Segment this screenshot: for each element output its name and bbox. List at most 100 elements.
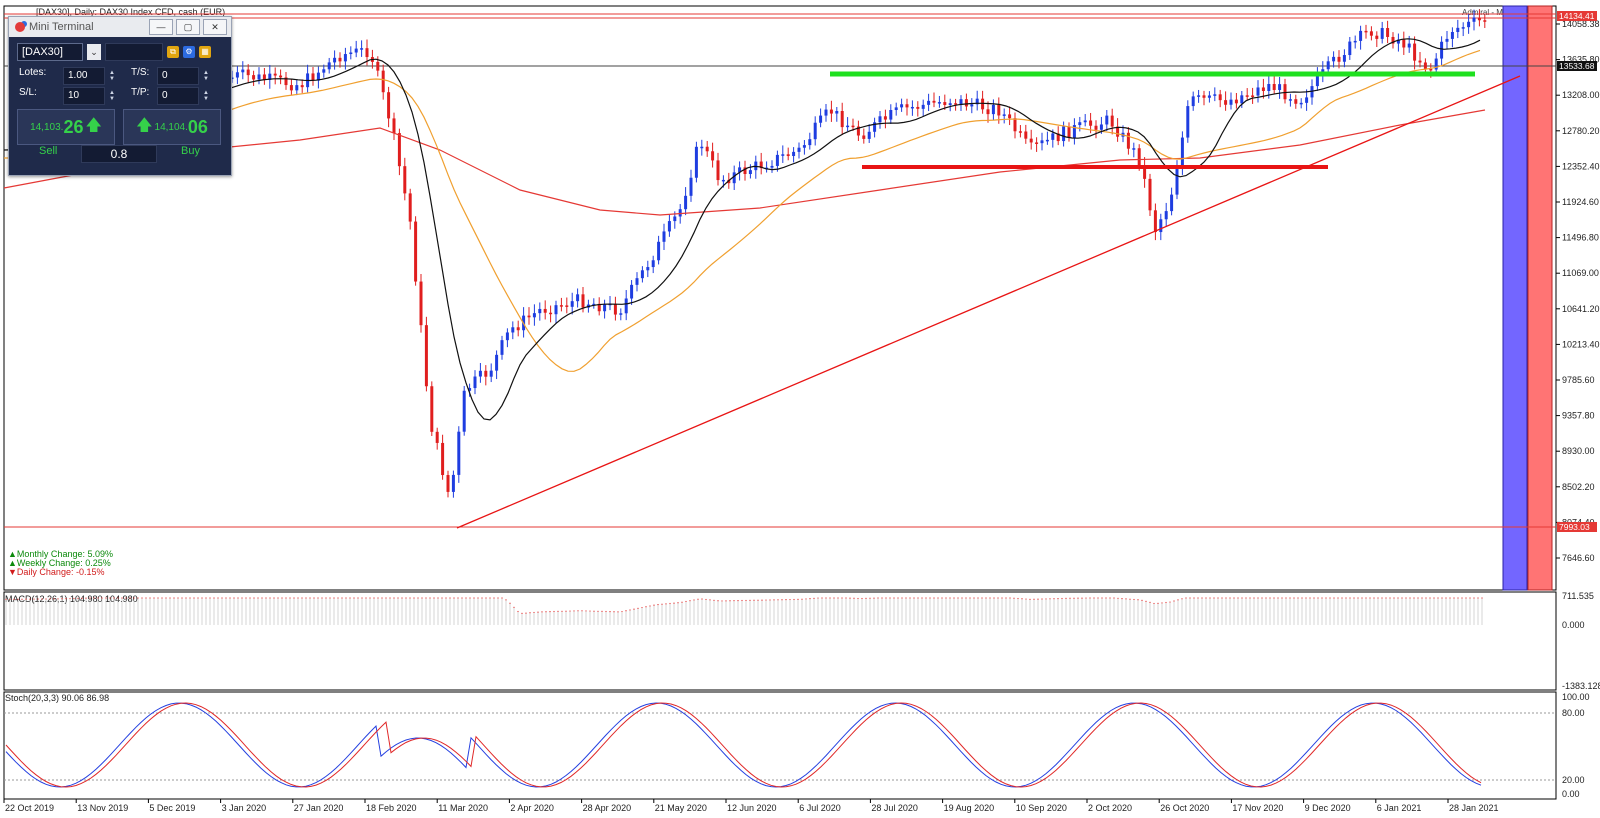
minimize-icon[interactable]: — xyxy=(149,19,173,35)
macd-signal-dot xyxy=(141,597,143,599)
candle-body xyxy=(360,48,364,50)
macd-signal-dot xyxy=(1053,598,1055,600)
macd-signal-dot xyxy=(749,599,751,601)
candle-body xyxy=(403,166,407,194)
macd-signal-dot xyxy=(813,597,815,599)
macd-signal-dot xyxy=(1317,597,1319,599)
macd-signal-dot xyxy=(257,597,259,599)
macd-signal-dot xyxy=(345,597,347,599)
maximize-icon[interactable]: ▢ xyxy=(176,19,200,35)
macd-signal-dot xyxy=(445,597,447,599)
candle-body xyxy=(835,111,839,114)
candle-body xyxy=(1051,133,1055,140)
candle-body xyxy=(937,102,941,104)
lots-spinner-icon[interactable]: ▲ ▼ xyxy=(109,70,115,82)
stoch-axis: 100.00 80.00 20.00 0.00 xyxy=(1562,692,1590,799)
lot-size-input[interactable]: 0.8 xyxy=(81,145,157,163)
candle-body xyxy=(1062,126,1066,142)
lots-input[interactable]: 1.00 xyxy=(63,67,105,85)
macd-signal-dot xyxy=(1133,598,1135,601)
macd-signal-dot xyxy=(501,597,503,599)
blank-field[interactable] xyxy=(105,43,163,61)
macd-signal-dot xyxy=(157,597,159,599)
macd-signal-dot xyxy=(1093,597,1095,599)
candle-body xyxy=(1067,126,1071,138)
macd-signal-dot xyxy=(1077,597,1079,599)
macd-signal-dot xyxy=(565,610,567,612)
close-icon[interactable]: ✕ xyxy=(203,19,227,35)
price-tick-label: 11496.80 xyxy=(1562,233,1599,243)
candle-body xyxy=(657,241,661,261)
settings-icon[interactable]: ⚙ xyxy=(183,46,195,58)
candle-body xyxy=(414,221,418,282)
macd-signal-dot xyxy=(729,600,731,602)
candle-body xyxy=(1105,115,1109,125)
macd-signal-dot xyxy=(945,597,947,599)
candle-body xyxy=(1337,56,1341,62)
tp-spinner-icon[interactable]: ▲ ▼ xyxy=(203,90,209,102)
macd-signal-dot xyxy=(1405,597,1407,599)
price-tick-label: 12352.40 xyxy=(1562,161,1600,171)
macd-signal-dot xyxy=(1237,597,1239,599)
candle-body xyxy=(1224,100,1228,105)
macd-signal-dot xyxy=(1413,597,1415,599)
candle-body xyxy=(873,122,877,132)
macd-signal-dot xyxy=(1417,597,1419,599)
sell-price-button[interactable]: 14,103. 26 🡅 xyxy=(17,109,115,145)
macd-signal-dot xyxy=(509,602,511,604)
macd-signal-dot xyxy=(1389,597,1391,599)
mini-terminal-window[interactable]: Mini Terminal — ▢ ✕ [DAX30] ⌄ ⧉ ⚙ ▦ Lote… xyxy=(8,16,232,176)
macd-signal-dot xyxy=(201,597,203,599)
macd-signal-dot xyxy=(929,597,931,599)
macd-signal-dot xyxy=(1101,597,1103,599)
candle-body xyxy=(1440,41,1444,59)
candle-body xyxy=(1072,125,1076,138)
up-arrow-icon: 🡅 xyxy=(136,116,153,134)
macd-signal-dot xyxy=(1117,597,1119,599)
macd-signal-dot xyxy=(1313,597,1315,599)
macd-signal-dot xyxy=(761,599,763,601)
candle-body xyxy=(651,260,655,268)
candle-body xyxy=(1040,140,1044,144)
copy-icon[interactable]: ⧉ xyxy=(167,46,179,58)
price-tick-label: 11924.60 xyxy=(1562,197,1599,207)
macd-signal-dot xyxy=(889,597,891,599)
price-axis: 14058.38 13635.80 13208.00 12780.20 12352.40… xyxy=(1556,19,1600,563)
macd-signal-dot xyxy=(325,597,327,599)
candle-body xyxy=(284,77,288,86)
buy-button[interactable]: Buy xyxy=(181,145,200,157)
macd-signal-dot xyxy=(741,599,743,602)
ts-input[interactable]: 0 xyxy=(157,67,199,85)
candle-body xyxy=(1207,95,1211,98)
sl-input[interactable]: 10 xyxy=(63,87,105,105)
date-tick-label: 21 May 2020 xyxy=(655,803,707,813)
trend-line[interactable] xyxy=(456,75,1521,529)
ts-spinner-icon[interactable]: ▲ ▼ xyxy=(203,70,209,82)
sell-button[interactable]: Sell xyxy=(39,145,58,157)
candle-body xyxy=(279,75,283,78)
macd-signal-dot xyxy=(1305,597,1307,599)
date-tick-label: 2 Oct 2020 xyxy=(1088,803,1132,813)
macd-signal-dot xyxy=(1065,597,1067,599)
macd-signal-dot xyxy=(457,597,459,599)
macd-signal-dot xyxy=(177,597,179,599)
buy-price-button[interactable]: 🡅 14,104. 06 xyxy=(123,109,221,145)
grid-icon[interactable]: ▦ xyxy=(199,46,211,58)
macd-signal-dot xyxy=(109,597,111,599)
tp-input[interactable]: 0 xyxy=(157,87,199,105)
candle-body xyxy=(392,118,396,134)
chevron-down-icon[interactable]: ⌄ xyxy=(87,44,101,60)
date-tick-label: 22 Oct 2019 xyxy=(5,803,54,813)
candle-body xyxy=(397,133,401,167)
sl-spinner-icon[interactable]: ▲ ▼ xyxy=(109,90,115,102)
candle-body xyxy=(927,100,931,105)
candle-body xyxy=(559,305,563,307)
candle-body xyxy=(700,146,704,149)
price-tick-label: 9357.80 xyxy=(1562,411,1595,421)
mini-terminal-titlebar[interactable]: Mini Terminal — ▢ ✕ xyxy=(9,17,231,37)
symbol-select[interactable]: [DAX30] xyxy=(17,43,83,61)
macd-signal-dot xyxy=(1233,597,1235,599)
macd-signal-dot xyxy=(265,597,267,599)
stoch-pane xyxy=(3,691,1557,800)
